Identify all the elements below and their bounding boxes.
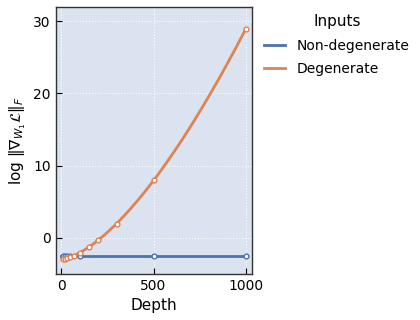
Point [63,253,70,258]
X-axis label: Depth: Depth [130,298,177,313]
Point [61,256,68,261]
Point [113,221,120,226]
Point [67,254,74,260]
Point [86,244,92,250]
Point [61,253,68,258]
Legend: Non-degenerate, Degenerate: Non-degenerate, Degenerate [264,14,409,76]
Point [76,253,83,258]
Point [63,256,70,261]
Point [243,253,249,258]
Point [60,257,66,262]
Point [150,253,157,258]
Point [60,253,66,258]
Point [150,178,157,183]
Point [95,238,102,243]
Point [243,26,249,31]
Point [71,253,77,258]
Y-axis label: log $\|\nabla_{W_1} \mathcal{L}\|_F$: log $\|\nabla_{W_1} \mathcal{L}\|_F$ [7,96,28,185]
Point [76,250,83,255]
Point [67,253,74,258]
